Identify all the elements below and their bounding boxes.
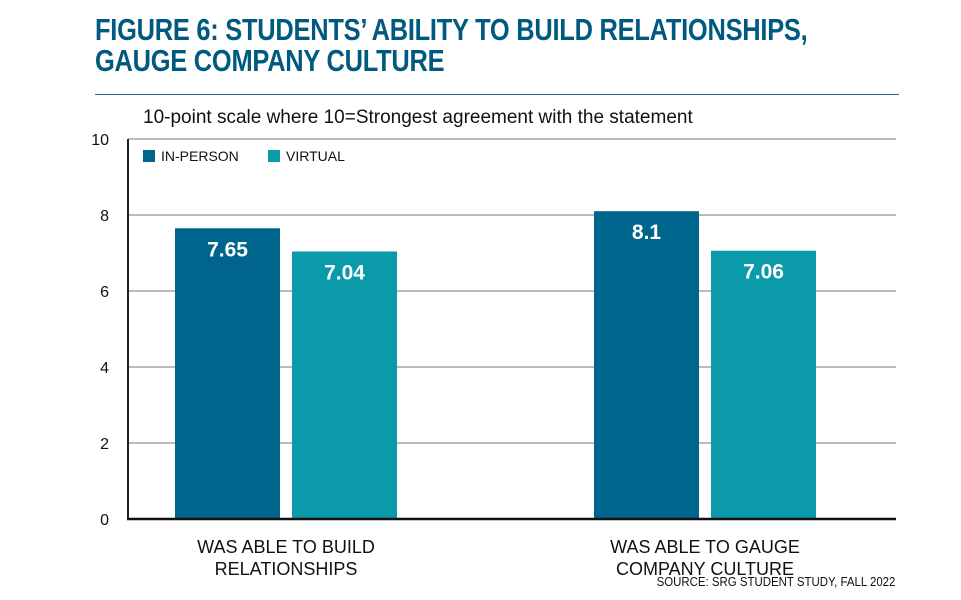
title-line-2: GAUGE COMPANY CULTURE [95, 43, 445, 78]
source-note: SOURCE: SRG STUDENT STUDY, FALL 2022 [656, 574, 895, 589]
legend-swatch-virtual [268, 150, 280, 162]
y-tick-label: 10 [91, 132, 109, 149]
bar-in-person [175, 228, 280, 520]
legend-label: IN-PERSON [161, 148, 239, 164]
bar-virtual [292, 251, 397, 520]
x-category-label: RELATIONSHIPS [215, 559, 358, 579]
x-category-label: WAS ABLE TO GAUGE [610, 537, 800, 557]
data-label: 7.06 [743, 261, 784, 284]
chart-title: FIGURE 6: STUDENTS’ ABILITY TO BUILD REL… [95, 12, 808, 78]
y-tick-label: 8 [100, 208, 109, 225]
bar-in-person [594, 211, 699, 519]
title-line-1: FIGURE 6: STUDENTS’ ABILITY TO BUILD REL… [95, 12, 808, 47]
x-category-label: WAS ABLE TO BUILD [197, 537, 375, 557]
title-divider [95, 94, 899, 95]
data-label: 7.04 [324, 261, 365, 284]
y-tick-label: 4 [100, 360, 109, 377]
chart-subtitle: 10-point scale where 10=Strongest agreem… [143, 107, 693, 128]
bar-virtual [711, 250, 816, 519]
x-category-label: COMPANY CULTURE [616, 559, 794, 579]
data-label: 7.65 [207, 238, 248, 261]
y-tick-label: 0 [100, 512, 109, 529]
legend-swatch-in-person [143, 150, 155, 162]
y-tick-label: 6 [100, 284, 109, 301]
y-tick-label: 2 [100, 436, 109, 453]
data-label: 8.1 [632, 221, 662, 244]
legend-label: VIRTUAL [286, 148, 345, 164]
